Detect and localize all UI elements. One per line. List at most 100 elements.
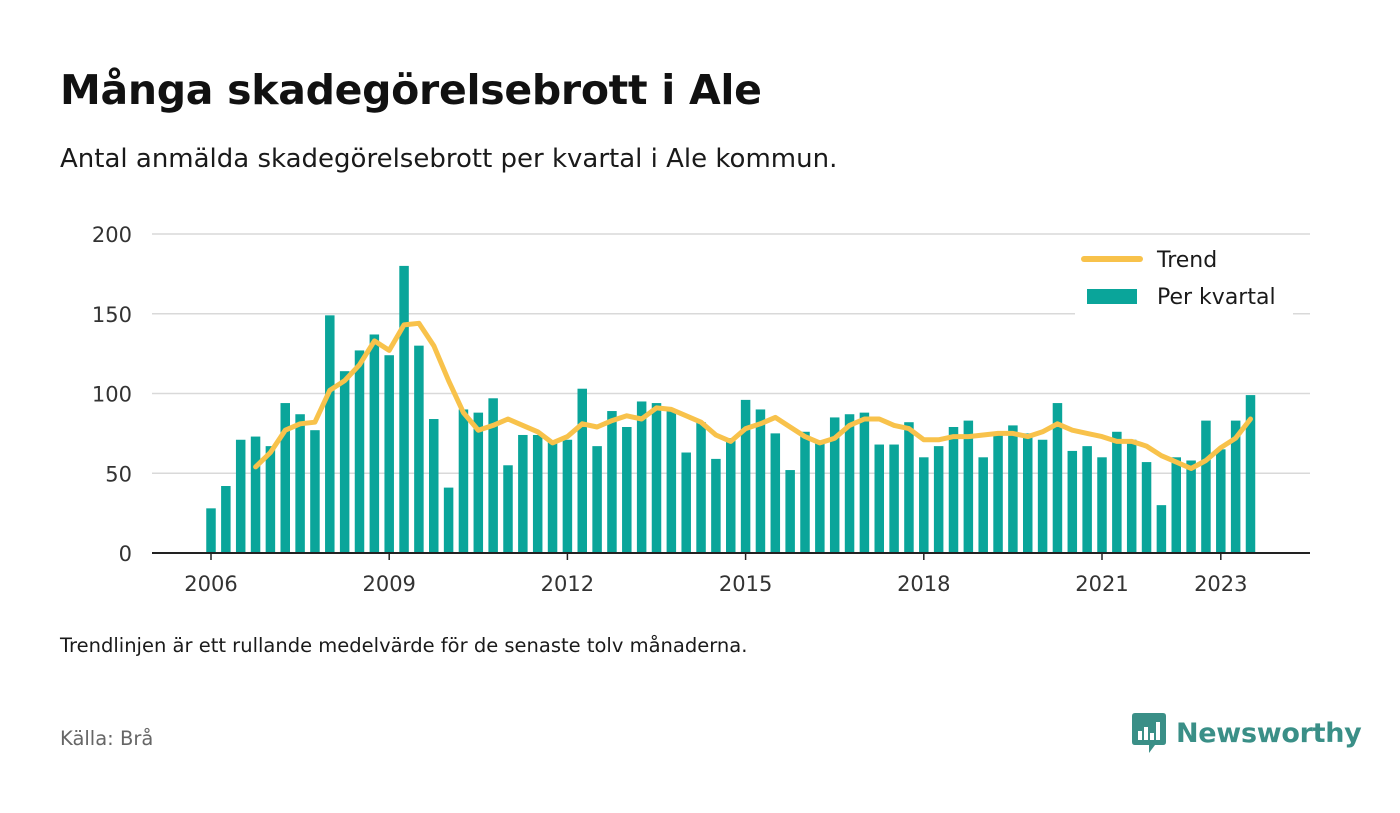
bar — [829, 417, 840, 553]
bar — [607, 411, 617, 553]
bar — [755, 409, 766, 553]
trend-series — [253, 320, 1253, 471]
bar — [473, 412, 484, 553]
bar — [562, 439, 573, 553]
bar — [458, 409, 469, 553]
bar-series — [206, 265, 1256, 553]
bar — [1023, 433, 1033, 553]
bar — [963, 420, 974, 553]
newsworthy-icon — [1132, 713, 1166, 753]
trend-line — [253, 320, 1253, 471]
bar — [1008, 425, 1018, 553]
x-tick-label: 2015 — [719, 572, 772, 596]
bar — [844, 414, 855, 553]
bar — [726, 438, 736, 553]
bar — [1112, 431, 1122, 553]
bar — [325, 315, 335, 553]
bar — [859, 412, 870, 553]
bar — [280, 403, 290, 553]
x-axis-ticks: 2006 2009 2012 2015 2018 2021 2023 — [184, 553, 1248, 596]
legend-bar-swatch — [1087, 289, 1137, 304]
bar — [800, 431, 810, 553]
y-axis-ticks: 0 50 100 150 200 — [92, 223, 132, 566]
bar — [1052, 403, 1063, 553]
bar — [666, 411, 677, 553]
bar — [250, 436, 261, 553]
bar — [577, 388, 587, 553]
legend-trend-label: Trend — [1156, 248, 1217, 273]
bar — [399, 265, 409, 553]
bar — [1126, 439, 1137, 553]
bar — [1156, 505, 1167, 553]
chart-title: Många skadegörelsebrott i Ale — [60, 66, 762, 114]
brand-logo: Newsworthy — [1132, 712, 1362, 754]
bar — [503, 465, 513, 553]
bar — [919, 457, 929, 553]
footnote: Trendlinjen är ett rullande medelvärde f… — [60, 634, 748, 657]
bar — [206, 508, 216, 553]
x-tick-label: 2006 — [184, 572, 237, 596]
bar — [592, 446, 602, 553]
legend-background — [1075, 240, 1293, 320]
bar — [1067, 450, 1078, 553]
bar — [369, 334, 380, 553]
bar — [1216, 449, 1226, 553]
bar — [1201, 420, 1211, 553]
bar — [1186, 460, 1196, 553]
bar — [1037, 439, 1048, 553]
y-tick-label: 0 — [119, 542, 132, 566]
bar — [532, 434, 543, 553]
y-tick-label: 150 — [92, 303, 132, 327]
bar — [874, 444, 884, 553]
bar — [711, 458, 721, 553]
bar — [770, 433, 781, 553]
legend-bar-label: Per kvartal — [1157, 285, 1276, 310]
bar — [414, 345, 424, 553]
bar-chart: 0 50 100 150 200 2006 2009 2012 2015 2018 2021 202… — [92, 223, 1310, 596]
bar — [295, 414, 305, 553]
bar — [235, 439, 246, 553]
bar — [651, 403, 662, 553]
legend: Trend Per kvartal — [1075, 240, 1293, 320]
bar — [978, 457, 988, 553]
x-tick-label: 2021 — [1075, 572, 1128, 596]
bar — [904, 422, 914, 553]
bar — [547, 441, 558, 553]
source-label: Källa: Brå — [60, 727, 154, 750]
bar — [889, 444, 899, 553]
bar — [1082, 446, 1092, 553]
y-tick-label: 100 — [92, 383, 132, 407]
x-tick-label: 2009 — [362, 572, 415, 596]
bar — [948, 426, 959, 553]
bar — [1230, 420, 1241, 553]
bar — [1171, 457, 1181, 553]
bar — [740, 399, 751, 553]
x-tick-label: 2023 — [1194, 572, 1247, 596]
brand-name: Newsworthy — [1176, 717, 1362, 749]
bar — [429, 419, 439, 553]
bar — [488, 398, 498, 553]
bar — [933, 446, 944, 553]
x-tick-label: 2012 — [541, 572, 594, 596]
bar — [993, 433, 1003, 553]
bar — [265, 446, 276, 553]
y-tick-label: 200 — [92, 223, 132, 247]
bar — [384, 355, 394, 553]
y-tick-label: 50 — [105, 462, 132, 486]
bar — [354, 350, 365, 553]
bar — [696, 422, 706, 553]
bar — [1245, 395, 1256, 553]
bar — [518, 434, 528, 553]
bar — [785, 470, 795, 553]
bar — [681, 452, 691, 553]
bar — [622, 426, 632, 553]
bar — [221, 486, 231, 553]
bar — [1141, 462, 1152, 553]
bar — [815, 441, 825, 553]
bar — [443, 487, 454, 553]
x-tick-label: 2018 — [897, 572, 950, 596]
bar — [636, 401, 647, 553]
bar — [310, 430, 320, 553]
bar — [339, 371, 350, 553]
chart-subtitle: Antal anmälda skadegörelsebrott per kvar… — [60, 144, 838, 174]
